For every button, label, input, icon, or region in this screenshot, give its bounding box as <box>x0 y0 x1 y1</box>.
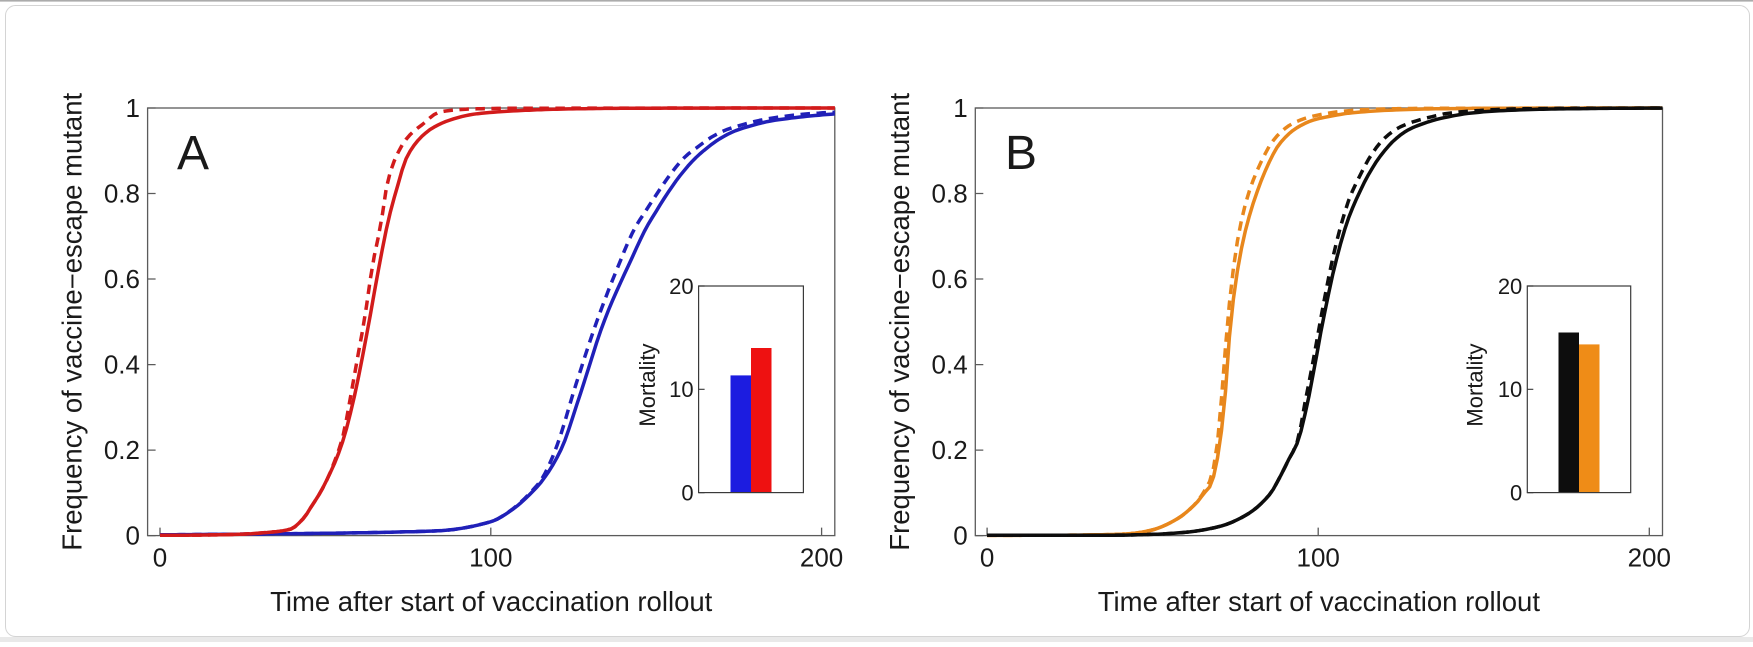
svg-text:0: 0 <box>681 480 693 505</box>
svg-text:10: 10 <box>1498 377 1522 402</box>
svg-text:200: 200 <box>1628 543 1671 573</box>
svg-text:B: B <box>1005 127 1037 180</box>
svg-text:100: 100 <box>1297 543 1340 573</box>
svg-text:1: 1 <box>126 93 140 123</box>
svg-text:0.2: 0.2 <box>104 435 140 465</box>
svg-text:Frequency of vaccine−escape mu: Frequency of vaccine−escape mutant <box>56 93 87 551</box>
svg-text:0.4: 0.4 <box>104 350 140 380</box>
svg-text:0: 0 <box>953 521 967 551</box>
svg-text:0: 0 <box>126 521 140 551</box>
svg-text:0: 0 <box>153 543 167 573</box>
svg-text:100: 100 <box>469 543 512 573</box>
svg-text:0.8: 0.8 <box>932 179 968 209</box>
svg-text:Time after start of vaccinatio: Time after start of vaccination rollout <box>1098 586 1541 617</box>
svg-text:1: 1 <box>953 93 967 123</box>
svg-text:20: 20 <box>669 274 693 299</box>
svg-text:0.8: 0.8 <box>104 179 140 209</box>
svg-text:0.4: 0.4 <box>932 350 968 380</box>
svg-text:200: 200 <box>800 543 843 573</box>
svg-text:0: 0 <box>1510 480 1522 505</box>
svg-text:0: 0 <box>980 543 994 573</box>
svg-text:Mortality: Mortality <box>1463 343 1488 426</box>
svg-text:0.6: 0.6 <box>104 264 140 294</box>
svg-text:20: 20 <box>1498 274 1522 299</box>
svg-text:Mortality: Mortality <box>635 343 660 426</box>
svg-text:10: 10 <box>669 377 693 402</box>
svg-text:Frequency of vaccine−escape mu: Frequency of vaccine−escape mutant <box>884 93 915 551</box>
svg-text:0.6: 0.6 <box>932 264 968 294</box>
svg-text:A: A <box>177 127 209 180</box>
svg-text:0.2: 0.2 <box>932 435 968 465</box>
svg-text:Time after start of vaccinatio: Time after start of vaccination rollout <box>270 586 713 617</box>
